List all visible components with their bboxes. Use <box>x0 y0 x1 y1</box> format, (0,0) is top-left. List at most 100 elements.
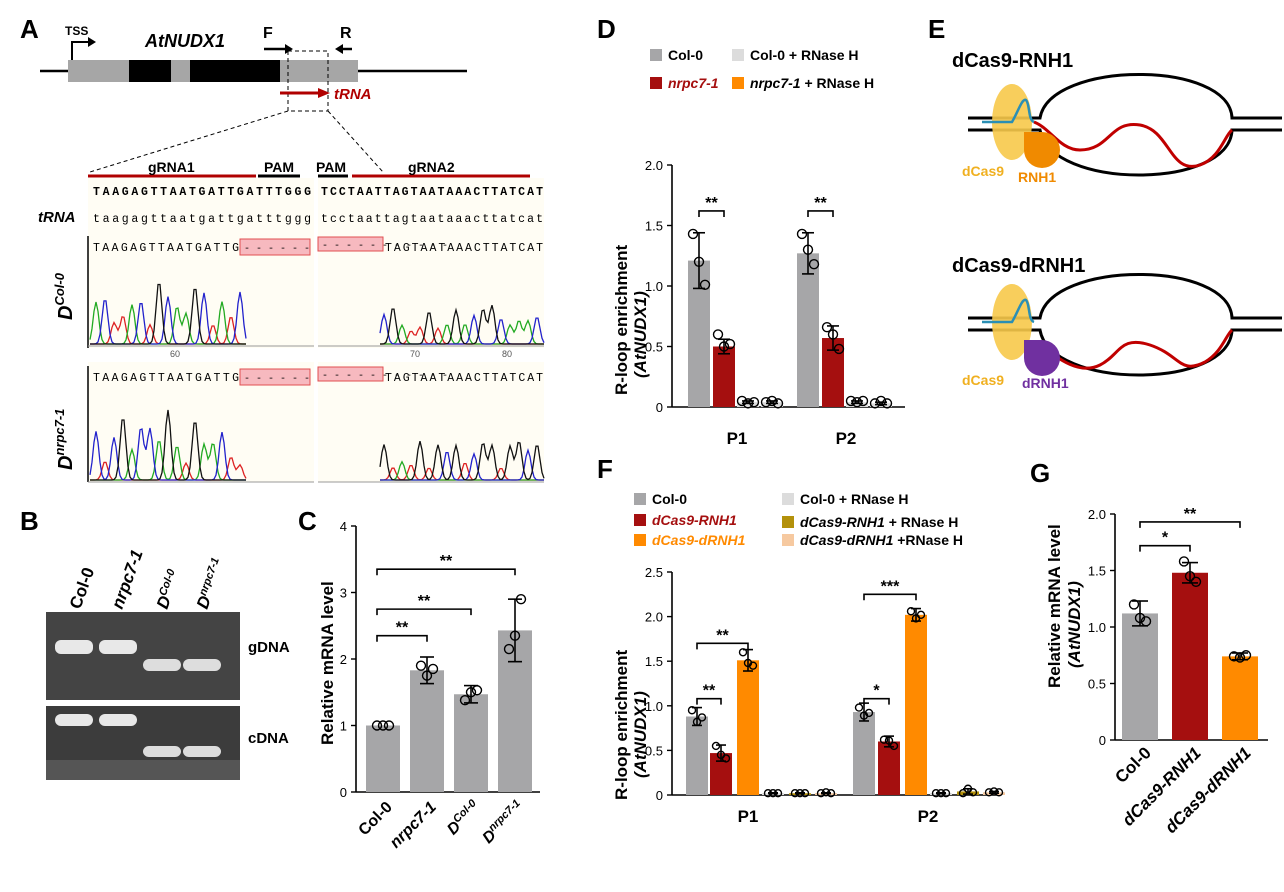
y-tick-label: 0 <box>1099 733 1106 748</box>
y-tick-label: 1.5 <box>645 654 663 669</box>
sample2-deletion-right: - - - - - - - - - - - <box>322 371 448 382</box>
trna-seq-label: tRNA <box>38 209 76 226</box>
bar <box>878 741 900 795</box>
data-point <box>471 685 483 696</box>
trace-line <box>89 427 246 481</box>
legend-swatch <box>650 77 662 89</box>
legend-label: Col-0 <box>668 47 703 63</box>
data-point <box>721 754 731 763</box>
chart-d: 0 0.5 1.0 1.5 2.0 R-loop enrichment (AtNUDX1) *… <box>612 47 905 448</box>
data-point <box>879 735 889 744</box>
data-point <box>916 610 926 620</box>
y-tick-label: 0.5 <box>645 340 663 355</box>
x-group-label: P1 <box>738 807 759 826</box>
data-point <box>748 661 758 670</box>
legend-swatch <box>782 516 794 528</box>
data-point <box>427 663 439 675</box>
data-point <box>1128 599 1140 610</box>
gel-panel: Col-0 nrpc7-1 DCol-0 Dnrpc7-1 gDNA cDNA <box>46 547 290 780</box>
significance-bracket <box>376 608 472 616</box>
data-point <box>421 670 433 681</box>
drnh1-label: dRNH1 <box>1022 375 1069 391</box>
significance-bracket <box>376 634 428 642</box>
significance-label: ** <box>716 627 729 644</box>
tick-80: 80 <box>502 349 512 359</box>
sample1-seq-right: TAGTAATAAACTTATCAT <box>385 242 543 255</box>
bar <box>853 712 875 795</box>
y-axis-label-2: (AtNUDX1) <box>1065 581 1084 668</box>
y-tick-label: 0 <box>656 788 663 803</box>
bar <box>366 725 400 792</box>
data-point <box>766 395 778 407</box>
panel-letter-e: E <box>928 14 945 44</box>
ref-seq-left: TAAGAGTTAATGATTGATTTGGG <box>93 186 311 199</box>
lane-label-col0: Col-0 <box>66 565 98 611</box>
data-point <box>712 329 724 340</box>
data-point <box>790 789 800 798</box>
legend-swatch <box>634 493 646 505</box>
significance-bracket <box>863 697 890 705</box>
rnh1-label: RNH1 <box>1018 169 1056 185</box>
tick-60: 60 <box>170 349 180 359</box>
data-point <box>1190 576 1202 587</box>
significance-label: ** <box>1184 506 1197 523</box>
data-point <box>748 396 760 408</box>
data-point <box>816 789 826 798</box>
data-point <box>941 789 951 798</box>
data-point <box>989 787 999 796</box>
significance-label: * <box>873 683 880 700</box>
legend-swatch <box>732 49 744 61</box>
bar <box>1122 613 1158 740</box>
legend-label: dCas9-RNH1 <box>652 512 737 528</box>
y-tick-label: 2 <box>340 652 347 667</box>
data-point <box>1140 616 1152 627</box>
schematic-title-2: dCas9-dRNH1 <box>952 255 1085 277</box>
trna-arrow-label: tRNA <box>334 86 372 103</box>
data-point <box>884 736 894 745</box>
data-point <box>768 789 778 798</box>
data-point <box>763 789 773 798</box>
schematic-title-1: dCas9-RNH1 <box>952 50 1073 72</box>
bar <box>688 260 710 407</box>
y-axis-label-2: (AtNUDX1) <box>631 291 650 378</box>
data-point <box>851 396 863 408</box>
trace-line <box>380 305 544 345</box>
legend-swatch <box>732 77 744 89</box>
data-point <box>1234 652 1246 663</box>
significance-label: * <box>1162 530 1169 547</box>
legend-swatch <box>782 493 794 505</box>
gene-model: TSS AtNUDX1 F R tRNA <box>40 24 467 173</box>
grna2-label: gRNA2 <box>408 159 455 175</box>
significance-bracket <box>1139 544 1191 552</box>
data-point <box>845 395 857 407</box>
y-tick-label: 1 <box>340 719 347 734</box>
data-point <box>875 395 887 407</box>
legend-swatch <box>634 514 646 526</box>
x-group-label: P2 <box>836 429 857 448</box>
significance-bracket <box>1139 521 1241 528</box>
significance-label: *** <box>881 578 900 595</box>
bar <box>846 402 868 407</box>
y-tick-label: 2.0 <box>1088 507 1106 522</box>
data-point <box>826 789 836 798</box>
tss-label: TSS <box>65 24 88 38</box>
bar <box>710 753 732 795</box>
legend-label: Col-0 + RNase H <box>750 47 859 63</box>
legend-swatch <box>634 534 646 546</box>
bar <box>737 660 759 795</box>
sample2-deletion-left: - - - - - - - - - - - <box>244 374 370 385</box>
data-point <box>1240 650 1252 661</box>
data-point <box>958 789 968 798</box>
y-axis-label: Relative mRNA level <box>318 581 337 745</box>
primer-f-label: F <box>263 25 273 42</box>
data-point <box>687 228 699 240</box>
data-point <box>415 660 427 671</box>
data-point <box>889 741 899 751</box>
y-axis-label: Relative mRNA level <box>1045 524 1064 688</box>
chart-f: 0 0.5 1.0 1.5 2.0 2.5 R-loop enrichment (AtNUDX… <box>612 491 1005 826</box>
significance-label: ** <box>703 683 716 700</box>
panel-letter-c: C <box>298 506 317 536</box>
y-tick-label: 0 <box>656 400 663 415</box>
grna1-label: gRNA1 <box>148 159 195 175</box>
significance-label: ** <box>814 195 827 212</box>
